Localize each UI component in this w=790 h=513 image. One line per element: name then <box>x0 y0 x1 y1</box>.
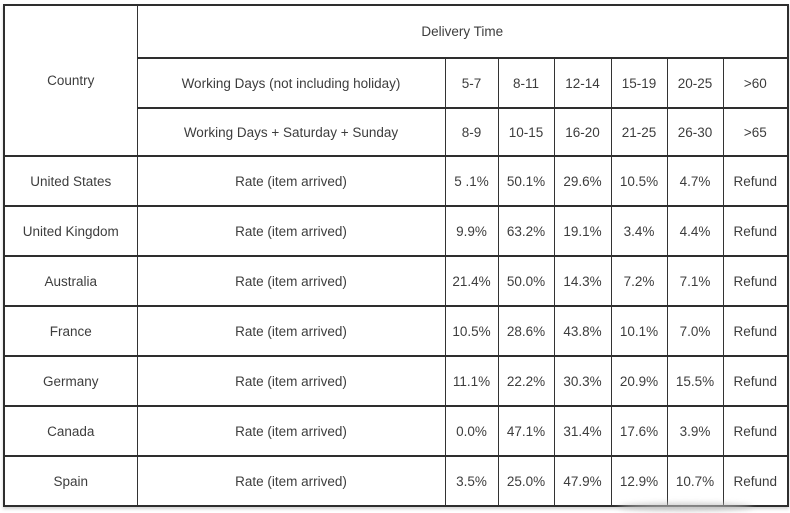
rate-value-cell: 63.2% <box>497 205 555 257</box>
rate-label-cell: Rate (item arrived) <box>136 155 446 207</box>
rate-value-cell: 10.5% <box>444 305 499 357</box>
working-days-range-cell: 20-25 <box>666 57 724 109</box>
country-cell: Spain <box>3 455 138 507</box>
rate-value-cell: 47.1% <box>497 405 555 457</box>
rate-value-cell: 31.4% <box>553 405 612 457</box>
working-days-range-cell: >60 <box>722 57 789 109</box>
rate-value-cell: 43.8% <box>553 305 612 357</box>
rate-value-cell: 11.1% <box>444 355 499 407</box>
rate-value-cell: 10.7% <box>666 455 724 507</box>
refund-cell: Refund <box>722 155 789 207</box>
rate-value-cell: 3.9% <box>666 405 724 457</box>
country-cell: United States <box>3 155 138 207</box>
rate-value-cell: 4.4% <box>666 205 724 257</box>
rate-value-cell: 5 .1% <box>444 155 499 207</box>
header-row-delivery-time: Country Delivery Time <box>3 4 789 157</box>
rate-value-cell: 10.1% <box>610 305 668 357</box>
header-row-working-days-weekend: Working Days + Saturday + Sunday 8-9 10-… <box>4 107 789 157</box>
table-row-france: France Rate (item arrived) 10.5% 28.6% 4… <box>3 305 789 357</box>
working-days-weekend-range-cell: 10-15 <box>497 107 555 157</box>
rate-label-cell: Rate (item arrived) <box>136 205 446 257</box>
refund-cell: Refund <box>722 205 789 257</box>
table-row-germany: Germany Rate (item arrived) 11.1% 22.2% … <box>3 355 789 407</box>
working-days-weekend-range-cell: 16-20 <box>553 107 612 157</box>
rate-label-cell: Rate (item arrived) <box>136 455 446 507</box>
rate-value-cell: 25.0% <box>497 455 555 507</box>
rate-value-cell: 19.1% <box>553 205 612 257</box>
delivery-time-table: Country Delivery Time Working Days (not … <box>3 4 790 507</box>
rate-value-cell: 7.2% <box>610 255 668 307</box>
header-row-working-days: Working Days (not including holiday) 5-7… <box>4 57 789 109</box>
working-days-weekend-range-cell: 26-30 <box>666 107 724 157</box>
country-cell: Germany <box>3 355 138 407</box>
rate-value-cell: 47.9% <box>553 455 612 507</box>
rate-value-cell: 21.4% <box>444 255 499 307</box>
table-row-spain: Spain Rate (item arrived) 3.5% 25.0% 47.… <box>3 455 789 507</box>
rate-value-cell: 3.4% <box>610 205 668 257</box>
working-days-range-cell: 5-7 <box>444 57 499 109</box>
country-cell: United Kingdom <box>3 205 138 257</box>
country-cell: Australia <box>3 255 138 307</box>
table-row-australia: Australia Rate (item arrived) 21.4% 50.0… <box>3 255 789 307</box>
working-days-range-cell: 8-11 <box>497 57 555 109</box>
delivery-time-header-cell: Delivery Time <box>136 4 789 59</box>
rate-value-cell: 4.7% <box>666 155 724 207</box>
rate-value-cell: 17.6% <box>610 405 668 457</box>
rate-label-cell: Rate (item arrived) <box>136 255 446 307</box>
rate-value-cell: 7.1% <box>666 255 724 307</box>
rate-value-cell: 14.3% <box>553 255 612 307</box>
rate-value-cell: 12.9% <box>610 455 668 507</box>
refund-cell: Refund <box>722 355 789 407</box>
working-days-weekend-range-cell: >65 <box>722 107 789 157</box>
working-days-weekend-label-cell: Working Days + Saturday + Sunday <box>136 107 446 157</box>
table-row-united-states: United States Rate (item arrived) 5 .1% … <box>3 155 789 207</box>
refund-cell: Refund <box>722 405 789 457</box>
country-cell: France <box>3 305 138 357</box>
rate-label-cell: Rate (item arrived) <box>136 405 446 457</box>
rate-value-cell: 10.5% <box>610 155 668 207</box>
table-row-canada: Canada Rate (item arrived) 0.0% 47.1% 31… <box>3 405 789 457</box>
country-cell: Canada <box>3 405 138 457</box>
rate-value-cell: 7.0% <box>666 305 724 357</box>
rate-value-cell: 50.1% <box>497 155 555 207</box>
refund-cell: Refund <box>722 255 789 307</box>
rate-value-cell: 50.0% <box>497 255 555 307</box>
working-days-label-cell: Working Days (not including holiday) <box>136 57 446 109</box>
rate-value-cell: 9.9% <box>444 205 499 257</box>
refund-cell: Refund <box>722 455 789 507</box>
rate-value-cell: 22.2% <box>497 355 555 407</box>
rate-value-cell: 20.9% <box>610 355 668 407</box>
refund-cell: Refund <box>722 305 789 357</box>
working-days-weekend-range-cell: 21-25 <box>610 107 668 157</box>
rate-label-cell: Rate (item arrived) <box>136 355 446 407</box>
working-days-range-cell: 12-14 <box>553 57 612 109</box>
rate-value-cell: 3.5% <box>444 455 499 507</box>
working-days-range-cell: 15-19 <box>610 57 668 109</box>
rate-value-cell: 29.6% <box>553 155 612 207</box>
rate-label-cell: Rate (item arrived) <box>136 305 446 357</box>
country-header-cell: Country <box>3 4 138 157</box>
rate-value-cell: 28.6% <box>497 305 555 357</box>
rate-value-cell: 15.5% <box>666 355 724 407</box>
table-row-united-kingdom: United Kingdom Rate (item arrived) 9.9% … <box>3 205 789 257</box>
rate-value-cell: 0.0% <box>444 405 499 457</box>
rate-value-cell: 30.3% <box>553 355 612 407</box>
shadow-artifact <box>618 503 753 511</box>
working-days-weekend-range-cell: 8-9 <box>444 107 499 157</box>
